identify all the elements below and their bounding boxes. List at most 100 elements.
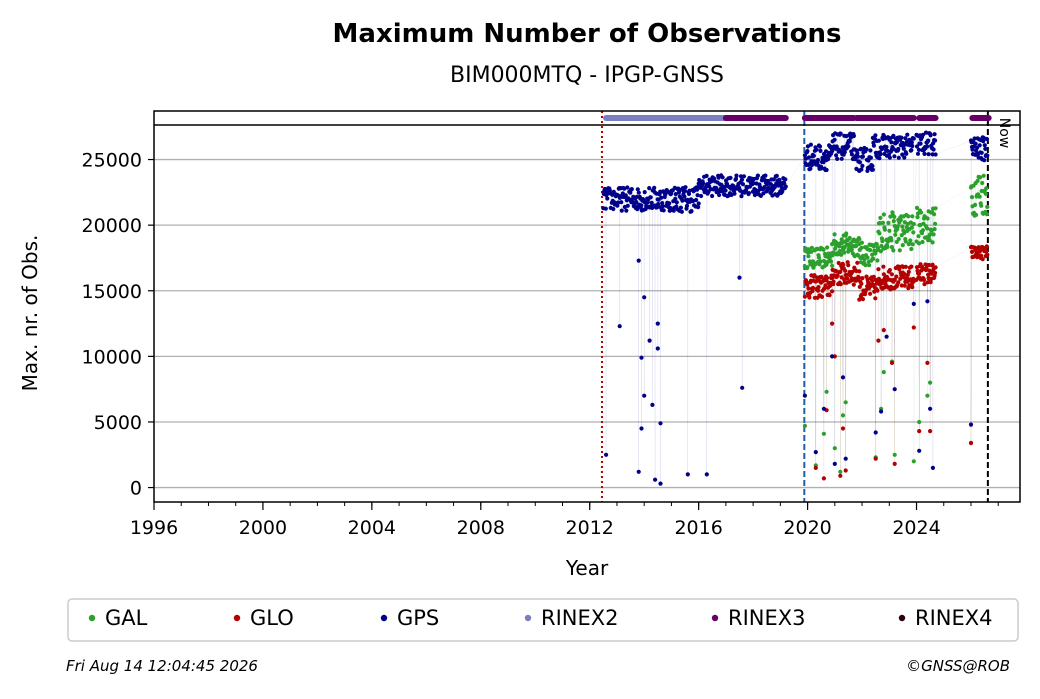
point-gps (834, 153, 839, 158)
point-glo (979, 253, 984, 258)
point-glo (810, 285, 816, 290)
point-glo (831, 279, 836, 284)
point-gal (839, 252, 844, 257)
point-gps (885, 148, 890, 153)
point-gal (868, 248, 873, 253)
point-gps (887, 155, 893, 160)
point-glo (859, 281, 864, 286)
point-gps (611, 189, 616, 194)
point-gal (896, 236, 901, 242)
point-gps (859, 167, 864, 172)
legend-marker-rinex3 (711, 614, 719, 622)
point-gps (649, 200, 654, 205)
point-gps (866, 158, 871, 163)
point-glo (916, 271, 922, 276)
point-gal (889, 238, 894, 243)
point-gps (607, 188, 612, 193)
point-gps (680, 198, 685, 203)
point-gal (932, 212, 937, 217)
legend-marker-rinex4 (898, 614, 906, 622)
point-gal (805, 265, 810, 270)
point-gps (660, 204, 665, 209)
point-gps (808, 166, 813, 171)
point-glo (928, 429, 933, 434)
point-gal (842, 250, 847, 255)
point-gps (838, 131, 843, 136)
point-gps (813, 450, 818, 455)
point-gps (879, 146, 885, 152)
point-glo (843, 468, 848, 473)
point-gps (634, 200, 639, 205)
point-glo (873, 456, 878, 461)
point-gal (920, 239, 925, 245)
legend-label-gps: GPS (397, 606, 439, 630)
point-gps (629, 187, 634, 192)
point-gps (920, 132, 926, 137)
point-gal (892, 452, 897, 457)
point-gal (892, 214, 897, 219)
point-gps (659, 195, 664, 200)
point-gps (914, 144, 920, 149)
point-gps (635, 187, 640, 192)
point-gal (978, 175, 983, 180)
point-glo (805, 282, 810, 287)
point-gps (870, 163, 875, 169)
point-gps (780, 189, 785, 194)
point-glo (902, 272, 907, 277)
point-gps (624, 208, 629, 213)
point-gal (893, 232, 898, 237)
point-glo (856, 275, 861, 280)
point-gps (611, 206, 616, 212)
point-gps (982, 158, 987, 163)
point-glo (933, 270, 938, 275)
point-gal (829, 259, 834, 264)
point-gps (843, 456, 848, 461)
point-gps (877, 156, 882, 161)
point-glo (815, 288, 821, 293)
legend-marker-gal (88, 614, 96, 622)
point-gal (980, 180, 985, 186)
point-gps (660, 201, 665, 206)
point-glo (868, 291, 873, 296)
point-glo (860, 297, 866, 302)
point-gal (911, 459, 916, 464)
point-gps (682, 194, 687, 199)
point-glo (845, 276, 850, 281)
point-gal (909, 246, 914, 252)
point-gps (839, 156, 844, 161)
point-gal (849, 247, 854, 252)
point-glo (855, 260, 860, 265)
point-gal (914, 205, 920, 210)
point-gps (623, 193, 628, 198)
point-gal (930, 240, 935, 245)
point-gps (648, 195, 653, 200)
point-gps (868, 148, 873, 153)
point-gal (911, 230, 916, 235)
point-gal (847, 235, 852, 241)
point-gps (985, 153, 990, 158)
point-gps (911, 301, 916, 306)
point-gal (908, 238, 913, 243)
point-gps (918, 141, 923, 146)
point-gal (928, 380, 933, 385)
point-gps (826, 157, 831, 162)
point-gps (723, 188, 728, 193)
point-gps (636, 258, 641, 263)
point-gps (853, 157, 858, 162)
point-gps (983, 146, 988, 151)
point-gps (733, 176, 739, 181)
point-gal (821, 247, 826, 252)
point-gps (925, 144, 930, 149)
point-gps (902, 155, 907, 160)
point-glo (860, 276, 865, 281)
point-gal (881, 370, 886, 375)
point-gps (684, 203, 690, 208)
point-gps (655, 205, 660, 210)
point-gps (830, 354, 835, 359)
x-tick-label: 2020 (783, 517, 831, 539)
legend-label-rinex4: RINEX4 (915, 606, 993, 630)
point-gal (916, 241, 922, 246)
legend-label-gal: GAL (105, 606, 148, 630)
point-gps (695, 193, 700, 198)
point-gal (928, 232, 933, 237)
